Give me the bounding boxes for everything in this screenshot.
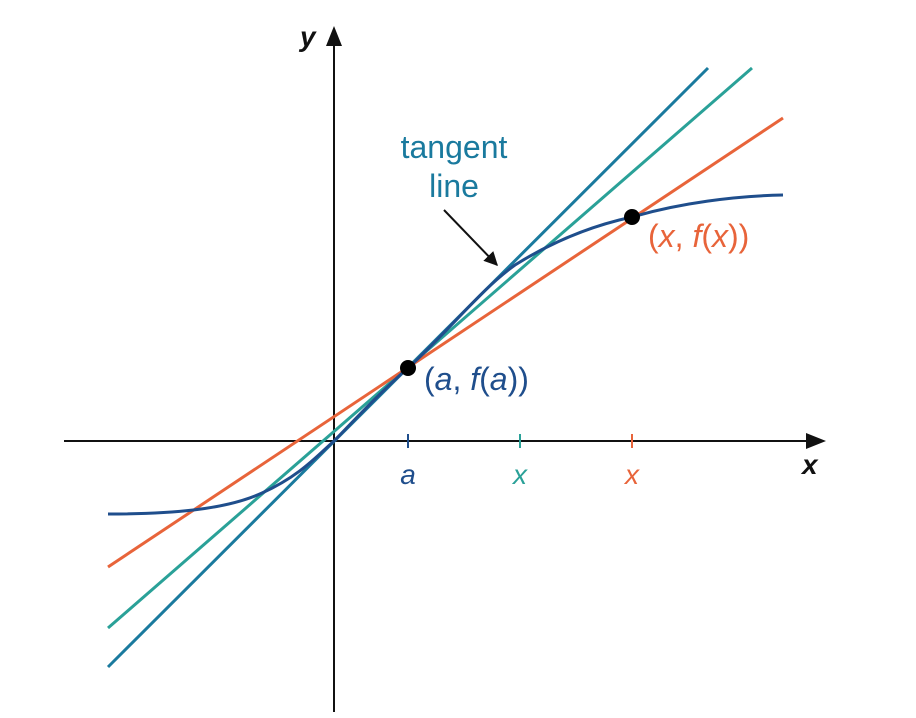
point-label-a: (a, f(a)) bbox=[424, 361, 529, 397]
y-axis-arrow bbox=[326, 26, 342, 46]
point-label-x-open: ( bbox=[648, 218, 659, 254]
point-a bbox=[400, 360, 416, 376]
point-label-a-close: )) bbox=[508, 361, 529, 397]
point-label-x: (x, f(x)) bbox=[648, 218, 749, 254]
point-label-a-paren: ( bbox=[479, 361, 490, 397]
point-label-x-paren: ( bbox=[701, 218, 712, 254]
point-label-x-var: x bbox=[657, 218, 676, 254]
annotation-line-1: tangent bbox=[401, 129, 508, 165]
point-label-x-sep: , bbox=[675, 218, 693, 254]
tick-label-x-near: x bbox=[511, 459, 528, 490]
point-label-x-close: )) bbox=[728, 218, 749, 254]
secant-line-far bbox=[107, 116, 784, 569]
point-label-a-sep: , bbox=[452, 361, 470, 397]
point-label-a-arg: a bbox=[490, 361, 508, 397]
point-label-a-var: a bbox=[435, 361, 453, 397]
annotation-arrow bbox=[443, 209, 498, 267]
y-axis-label: y bbox=[298, 21, 317, 52]
point-label-a-open: ( bbox=[424, 361, 435, 397]
x-axis-label: x bbox=[800, 449, 819, 480]
tick-label-a: a bbox=[400, 459, 416, 490]
point-label-x-arg: x bbox=[710, 218, 729, 254]
tick-label-x-far: x bbox=[623, 459, 640, 490]
annotation-line-2: line bbox=[429, 168, 479, 204]
point-x bbox=[624, 209, 640, 225]
x-axis-arrow bbox=[806, 433, 826, 449]
